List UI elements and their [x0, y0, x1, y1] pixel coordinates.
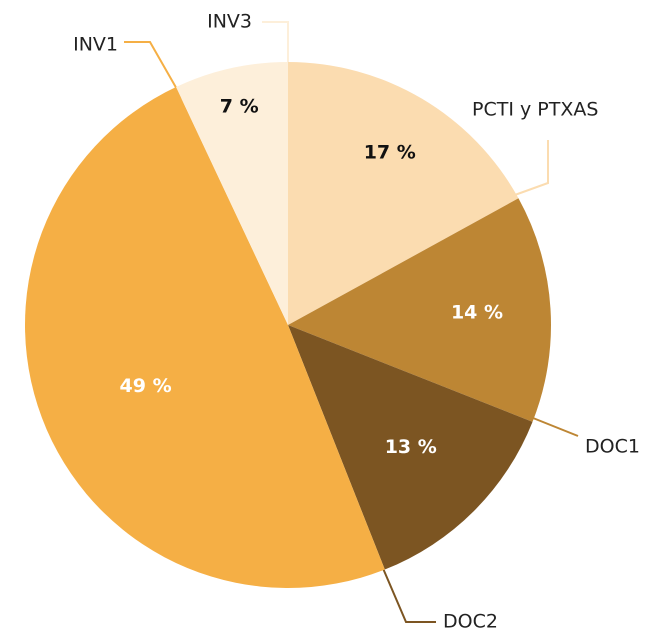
leader-line	[511, 140, 549, 197]
leader-lines	[124, 21, 579, 623]
category-label: INV1	[73, 34, 118, 56]
leader-line	[124, 41, 183, 99]
value-label: 14 %	[451, 302, 503, 324]
leader-line	[262, 21, 289, 64]
pie-slice	[25, 87, 385, 588]
pie-slice	[176, 62, 288, 325]
leader-line	[381, 565, 436, 623]
category-label: DOC2	[443, 611, 498, 633]
category-label: DOC1	[585, 436, 640, 458]
value-label: 13 %	[385, 436, 437, 458]
category-label: INV3	[207, 11, 252, 33]
leader-line	[527, 415, 579, 437]
category-label: PCTI y PTXAS	[472, 99, 598, 121]
value-label: 7 %	[220, 95, 259, 117]
pie-slice	[288, 325, 533, 570]
value-label: 17 %	[364, 141, 416, 163]
pie-slice	[288, 62, 519, 325]
pie-slice	[288, 198, 551, 422]
value-label: 49 %	[120, 375, 172, 397]
